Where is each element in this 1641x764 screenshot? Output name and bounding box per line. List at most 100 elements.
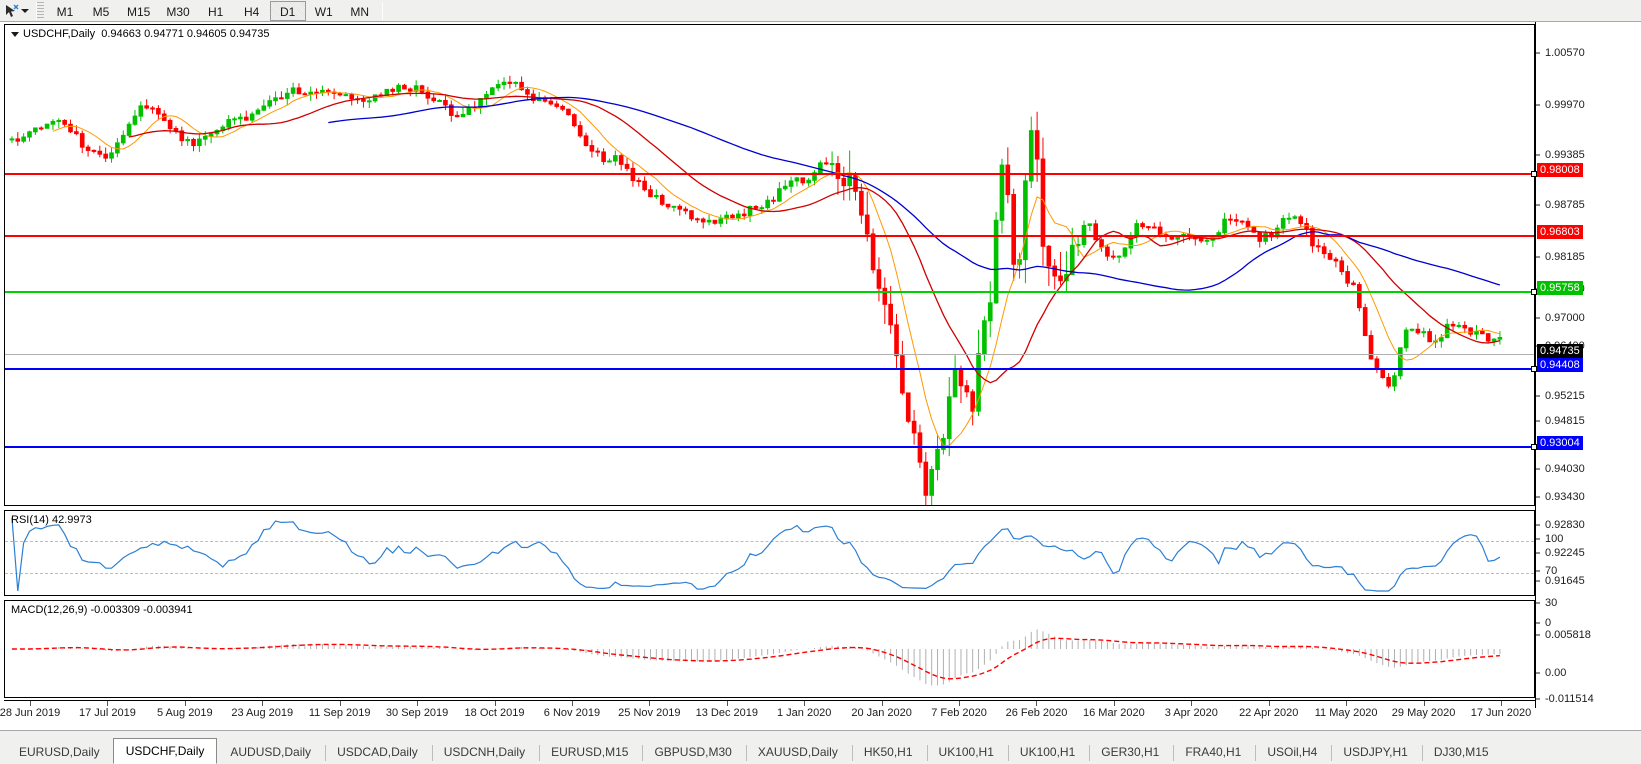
chart-tab-xauusd-daily[interactable]: XAUUSD,Daily [745,740,851,764]
resistance-line-096803[interactable] [5,235,1534,237]
date-tick [804,701,806,706]
macd-tick-0-00: 0.00 [1536,667,1566,679]
chart-tab-usdcad-daily[interactable]: USDCAD,Daily [324,740,431,764]
macd-label: MACD(12,26,9) -0.003309 -0.003941 [11,604,193,616]
chart-tab-uk100-h1[interactable]: UK100,H1 [1007,740,1088,764]
date-tick [1423,701,1425,706]
date-tick [184,701,186,706]
chart-tab-usdjpy-h1[interactable]: USDJPY,H1 [1330,740,1420,764]
chart-tab-uk100-h1[interactable]: UK100,H1 [926,740,1007,764]
price-level-tag-0-94735[interactable]: 0.94735 [1537,344,1583,358]
date-label: 11 May 2020 [1314,707,1378,719]
chart-tab-usdcnh-daily[interactable]: USDCNH,Daily [431,740,538,764]
date-tick [1113,701,1115,706]
price-tick-0-98785: 0.98785 [1536,199,1585,211]
price-tick-0-92245: 0.92245 [1536,547,1585,559]
timeframe-button-w1[interactable]: W1 [314,4,333,19]
date-tick [30,701,31,706]
date-label: 20 Jan 2020 [851,707,912,719]
chart-tab-gbpusd-m30[interactable]: GBPUSD,M30 [641,740,744,764]
crosshair-cursor-icon[interactable] [3,3,19,19]
price-tick-0-94030: 0.94030 [1536,463,1585,475]
chart-tab-usoil-h4[interactable]: USOil,H4 [1254,740,1330,764]
date-tick [1346,701,1348,706]
chart-canvas-area[interactable]: USDCHF,Daily 0.94663 0.94771 0.94605 0.9… [0,22,1641,730]
line-endpoint-handle[interactable] [1531,444,1537,450]
date-tick [959,701,961,706]
price-scale[interactable]: 1.005700.999700.993850.987850.981850.976… [1535,22,1641,708]
price-tick-0-97000: 0.97000 [1536,312,1585,324]
price-chart-panel[interactable]: USDCHF,Daily 0.94663 0.94771 0.94605 0.9… [4,24,1537,506]
chevron-down-icon[interactable] [11,31,19,37]
timeframe-button-m1[interactable]: M1 [56,4,74,19]
timeframe-toolbar: M1 M5 M15 M30 H1 H4 D1 W1 MN [0,0,1641,22]
rsi-level-30-line [5,573,1534,574]
date-label: 7 Feb 2020 [931,707,987,719]
price-tick-0-94815: 0.94815 [1536,415,1585,427]
date-tick [1501,701,1502,706]
timeframe-button-h4[interactable]: H4 [244,4,260,19]
resistance-line-098008[interactable] [5,171,1537,177]
date-label: 29 May 2020 [1391,707,1456,719]
support-line-094408[interactable] [5,366,1537,372]
timeframe-button-m15[interactable]: M15 [127,4,151,19]
date-tick [494,701,496,706]
date-label: 17 Jun 2020 [1470,707,1532,719]
toolbar-separator [381,1,383,20]
line-endpoint-handle[interactable] [1531,366,1537,372]
date-tick [262,701,264,706]
date-label: 26 Feb 2020 [1005,707,1068,719]
line-endpoint-handle[interactable] [1531,289,1537,295]
date-label: 3 Apr 2020 [1164,707,1218,719]
timeframe-button-m30[interactable]: M30 [166,4,190,19]
price-tick-0-99385: 0.99385 [1536,149,1585,161]
date-tick [881,701,883,706]
toolbar-drag-handle[interactable] [36,1,44,20]
price-level-tag-0-98008[interactable]: 0.98008 [1537,163,1583,177]
chart-tab-eurusd-daily[interactable]: EURUSD,Daily [19,745,100,759]
timeframe-button-h1[interactable]: H1 [208,4,224,19]
price-tick-1-00570: 1.00570 [1536,47,1585,59]
date-tick [1191,701,1193,706]
date-label: 17 Jul 2019 [78,707,136,719]
date-label: 25 Nov 2019 [618,707,681,719]
date-axis: 28 Jun 2019 17 Jul 2019 5 Aug 2019 23 Aug 2… [0,700,1535,730]
macd-indicator-panel[interactable]: MACD(12,26,9) -0.003309 -0.003941 [4,600,1535,698]
date-label: 28 Jun 2019 [0,707,61,719]
price-tick-0-93430: 0.93430 [1536,491,1585,503]
symbol-ohlc-label: USDCHF,Daily 0.94663 0.94771 0.94605 0.9… [11,28,269,40]
timeframe-button-d1[interactable]: D1 [269,0,306,21]
price-tick-0-98185: 0.98185 [1536,251,1585,263]
support-line-095758[interactable] [5,289,1537,295]
support-line-093004[interactable] [5,444,1537,450]
chart-tab-fra40-h1[interactable]: FRA40,H1 [1172,740,1254,764]
chart-tab-ger30-h1[interactable]: GER30,H1 [1088,740,1172,764]
price-level-tag-0-93004[interactable]: 0.93004 [1537,436,1583,450]
line-endpoint-handle[interactable] [1531,171,1537,177]
chart-tab-hk50-h1[interactable]: HK50,H1 [851,740,926,764]
rsi-tick-70: 70 [1536,565,1557,577]
price-level-tag-0-96803[interactable]: 0.96803 [1537,225,1583,239]
timeframe-button-group: M1 M5 M15 M30 H1 H4 D1 W1 MN [47,0,378,22]
chart-tab-usdchf-daily[interactable]: USDCHF,Daily [112,738,218,764]
rsi-indicator-panel[interactable]: RSI(14) 42.9973 [4,510,1535,596]
timeframe-button-m5[interactable]: M5 [92,4,110,19]
timeframe-button-mn[interactable]: MN [350,4,370,19]
chart-tab-audusd-daily[interactable]: AUDUSD,Daily [230,745,312,759]
date-tick [1268,701,1270,706]
ohlc-values: 0.94663 0.94771 0.94605 0.94735 [101,28,270,40]
chart-tab-dj30-m15[interactable]: DJ30,M15 [1421,740,1502,764]
symbol-label: USDCHF,Daily [23,28,96,40]
chart-tab-eurusd-m15[interactable]: EURUSD,M15 [538,740,641,764]
price-level-tag-0-94408[interactable]: 0.94408 [1537,358,1583,372]
chevron-down-icon[interactable] [19,3,31,19]
date-tick [649,701,651,706]
date-label: 30 Sep 2019 [385,707,449,719]
price-level-tag-0-95758[interactable]: 0.95758 [1537,281,1583,295]
date-tick [726,701,728,706]
toolbar-left-group [0,1,47,20]
macd-tick-0-005818: 0.005818 [1536,629,1591,641]
price-tick-0-91645: 0.91645 [1536,575,1585,587]
date-label: 22 Apr 2020 [1239,707,1299,719]
